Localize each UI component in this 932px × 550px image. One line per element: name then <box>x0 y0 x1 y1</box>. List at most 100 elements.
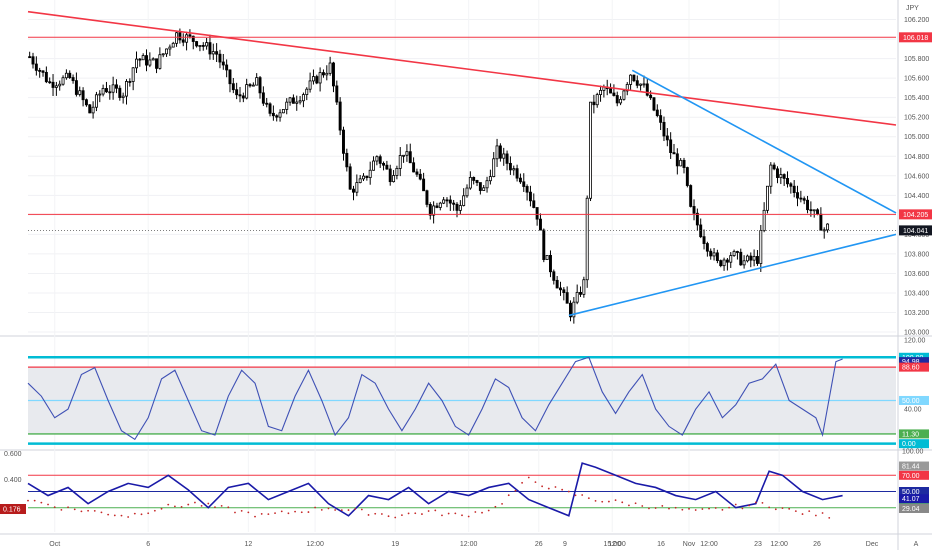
dot <box>93 509 96 512</box>
dot <box>554 486 557 488</box>
dot <box>200 504 203 507</box>
candle-body <box>685 167 689 186</box>
candle-body <box>74 80 78 95</box>
dot <box>581 494 584 496</box>
price-tick-label: 103.400 <box>904 290 929 297</box>
candle-body <box>402 154 406 157</box>
dot <box>220 504 223 507</box>
level-badge <box>899 362 929 372</box>
candle-body <box>462 195 466 206</box>
candle-body <box>612 92 616 96</box>
dot <box>801 513 804 515</box>
candle-body <box>712 252 716 257</box>
candle-body <box>375 156 379 162</box>
dot <box>394 516 397 519</box>
candle-body <box>145 55 148 66</box>
candle-body <box>48 81 52 84</box>
dot <box>300 511 303 514</box>
candle-body <box>362 175 365 180</box>
candle-body <box>538 218 542 231</box>
candle-body <box>739 251 743 266</box>
candle-body <box>569 302 572 318</box>
candle-body <box>642 83 646 86</box>
dot <box>788 507 791 510</box>
candle-body <box>94 94 98 108</box>
dot <box>728 506 730 509</box>
candle-body <box>729 255 733 263</box>
dot <box>33 499 36 502</box>
candle-body <box>148 59 152 66</box>
current-price-badge <box>899 225 932 236</box>
level-badge-label: 0.00 <box>902 441 916 448</box>
level-badge-label: 70.00 <box>902 473 920 480</box>
level-badge-label: 88.60 <box>902 365 920 372</box>
dot <box>127 516 130 518</box>
candle-body <box>719 260 723 267</box>
candle-body <box>135 58 138 69</box>
auto-scale-toggle[interactable]: A <box>914 541 919 548</box>
candle-body <box>632 74 636 82</box>
dot <box>374 512 377 515</box>
dot <box>320 508 323 511</box>
candle-body <box>415 171 419 175</box>
dot <box>67 506 69 509</box>
candle-body <box>104 88 108 93</box>
dot <box>347 509 350 511</box>
currency-label: JPY <box>906 5 919 12</box>
candle-body <box>54 85 58 88</box>
trendline[interactable] <box>27 10 897 126</box>
trendline[interactable] <box>568 233 897 317</box>
candle-body <box>155 58 158 69</box>
candle-body <box>452 202 456 205</box>
time-axis-label: 26 <box>535 541 543 548</box>
time-axis-label: 23 <box>754 541 762 548</box>
dot <box>160 507 163 510</box>
candle-body <box>699 224 703 238</box>
dot <box>274 512 276 514</box>
dot <box>140 513 143 516</box>
candle-body <box>532 200 536 208</box>
candle-body <box>502 153 506 159</box>
candle-body <box>28 56 32 59</box>
dot <box>681 508 684 511</box>
time-axis-label: 9 <box>563 541 567 548</box>
price-tick-label: 106.200 <box>904 17 929 24</box>
dot <box>294 510 296 513</box>
candle-body <box>615 95 619 104</box>
dot <box>628 504 630 507</box>
dot <box>794 510 797 512</box>
candle-body <box>215 51 219 55</box>
dot <box>334 509 337 511</box>
dot <box>147 512 150 515</box>
level-badge-label: 94.98 <box>902 359 920 366</box>
price-badge <box>899 209 932 220</box>
trendline[interactable] <box>631 69 897 214</box>
price-tick-label: 104.600 <box>904 173 929 180</box>
candle-body <box>205 42 209 47</box>
level-badge-label: 50.00 <box>902 398 920 405</box>
dot <box>634 502 637 505</box>
candle-body <box>321 72 325 76</box>
candle-body <box>251 84 255 87</box>
candle-body <box>432 205 436 216</box>
dot <box>701 508 704 510</box>
candle-body <box>271 112 275 117</box>
dot <box>287 512 290 515</box>
price-tick-label: 105.600 <box>904 76 929 83</box>
dot <box>694 509 697 511</box>
dot <box>781 507 784 510</box>
value-badge-label: 81.44 <box>902 464 920 471</box>
candle-body <box>108 91 112 94</box>
dot <box>60 509 63 511</box>
dot <box>314 506 317 509</box>
candle-body <box>248 84 252 87</box>
candle-body <box>81 90 85 101</box>
candle-body <box>348 166 352 190</box>
candle-body <box>689 185 693 207</box>
time-axis-label: 12:00 <box>770 541 788 548</box>
candle-body <box>505 153 509 164</box>
dot <box>280 510 283 513</box>
price-tick-label: 103.200 <box>904 310 929 317</box>
candle-body <box>766 185 769 211</box>
